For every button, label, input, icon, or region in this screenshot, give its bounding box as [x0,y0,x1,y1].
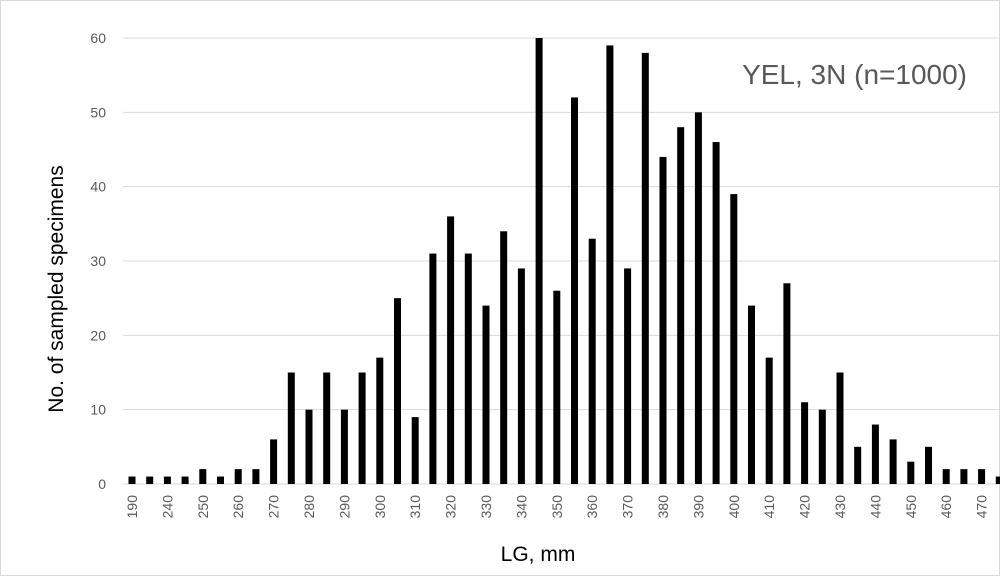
bar-445 [890,439,897,484]
bar-435 [854,447,861,484]
bar-405 [748,306,755,484]
x-tick-label: 330 [478,495,494,519]
bar-355 [571,97,578,484]
y-tick-label: 0 [98,476,106,492]
x-tick-label: 370 [620,495,636,519]
bar-250 [199,469,206,484]
bar-420 [801,402,808,484]
y-axis-title: No. of sampled specimens [45,165,68,412]
bar-430 [837,373,844,485]
x-tick-label: 250 [195,495,211,519]
x-tick-label: 430 [832,495,848,519]
bar-265 [252,469,259,484]
bar-260 [235,469,242,484]
bar-330 [483,306,490,484]
bar-460 [943,469,950,484]
bar-245 [182,477,189,484]
x-tick-label: 190 [124,495,140,519]
bar-325 [465,254,472,484]
bar-230 [146,477,153,484]
y-tick-label: 50 [90,104,106,120]
bar-410 [766,358,773,484]
x-tick-label: 290 [336,495,352,519]
bar-315 [429,254,436,484]
x-tick-label: 440 [867,495,883,519]
bar-305 [394,298,401,484]
x-tick-label: 320 [443,495,459,519]
bar-275 [288,373,295,485]
x-tick-label: 470 [974,495,990,519]
bar-370 [624,268,631,484]
x-tick-label: 260 [230,495,246,519]
x-tick-label: 350 [549,495,565,519]
bar-475 [996,477,1000,484]
bar-320 [447,216,454,484]
x-tick-label: 300 [372,495,388,519]
x-tick-label: 340 [513,495,529,519]
bar-280 [306,410,313,484]
y-tick-label: 10 [90,402,106,418]
bar-440 [872,425,879,484]
y-tick-label: 60 [90,30,106,46]
bar-415 [783,283,790,484]
y-tick-label: 30 [90,253,106,269]
bar-470 [978,469,985,484]
x-tick-label: 400 [726,495,742,519]
x-tick-label: 240 [159,495,175,519]
x-tick-label: 280 [301,495,317,519]
bar-425 [819,410,826,484]
bar-455 [925,447,932,484]
bar-385 [677,127,684,484]
y-tick-label: 40 [90,179,106,195]
chart-annotation: YEL, 3N (n=1000) [742,59,967,90]
x-tick-label: 410 [761,495,777,519]
bar-335 [500,231,507,484]
x-axis-title: LG, mm [501,543,576,566]
x-tick-label: 420 [797,495,813,519]
bar-290 [341,410,348,484]
bar-465 [960,469,967,484]
bar-365 [606,45,613,484]
bar-340 [518,268,525,484]
bar-240 [164,477,171,484]
bar-295 [359,373,366,485]
x-tick-label: 360 [584,495,600,519]
bar-345 [536,38,543,484]
bar-380 [660,157,667,484]
x-tick-label: 390 [690,495,706,519]
bar-390 [695,112,702,484]
bar-300 [376,358,383,484]
bar-285 [323,373,330,485]
bar-375 [642,53,649,484]
bar-360 [589,239,596,484]
x-tick-label: 310 [407,495,423,519]
x-tick-label: 450 [903,495,919,519]
x-tick-label: 270 [266,495,282,519]
bar-395 [713,142,720,484]
bar-400 [730,194,737,484]
x-tick-label: 460 [938,495,954,519]
bar-310 [412,417,419,484]
y-tick-label: 20 [90,327,106,343]
x-tick-label: 380 [655,495,671,519]
bar-350 [553,291,560,484]
bar-270 [270,439,277,484]
bar-450 [907,462,914,484]
bar-255 [217,477,224,484]
bar-190 [129,477,136,484]
